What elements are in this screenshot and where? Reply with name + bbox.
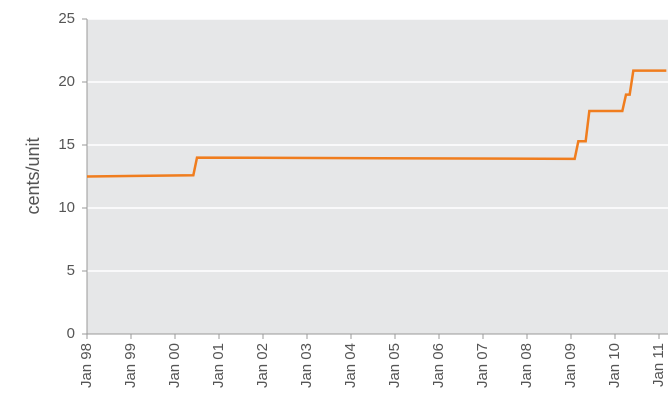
x-tick-label: Jan 09	[562, 343, 579, 388]
y-tick-label: 5	[67, 262, 75, 279]
line-series	[86, 69, 667, 178]
x-tick-label: Jan 01	[210, 343, 227, 388]
x-tick-label: Jan 03	[298, 343, 315, 388]
x-tick-label: Jan 04	[342, 343, 359, 388]
x-tick-label: Jan 99	[122, 343, 139, 388]
x-tick-label: Jan 02	[254, 343, 271, 388]
x-tick-label: Jan 98	[78, 343, 95, 388]
x-tick-label: Jan 05	[386, 343, 403, 388]
x-tick-label: Jan 06	[430, 343, 447, 388]
y-tick-label: 0	[67, 325, 75, 342]
y-axis-label: cents/unit	[23, 137, 43, 214]
y-tick-label: 15	[58, 136, 75, 153]
x-tick-label: Jan 07	[474, 343, 491, 388]
x-tick-label: Jan 08	[518, 343, 535, 388]
x-tick-label: Jan 10	[606, 343, 623, 388]
x-tick-label: Jan 11	[650, 343, 667, 387]
y-tick-label: 20	[58, 73, 75, 90]
y-tick-label: 25	[58, 10, 75, 27]
x-tick-label: Jan 00	[166, 343, 183, 388]
y-tick-label: 10	[58, 199, 75, 216]
